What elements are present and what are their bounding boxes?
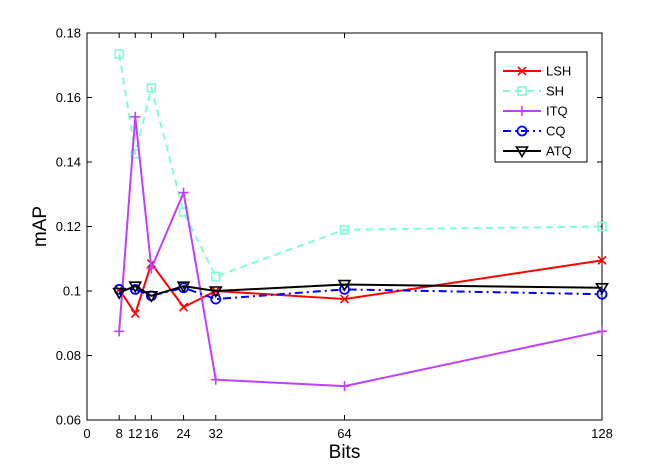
data-point (178, 302, 189, 312)
data-point (130, 111, 141, 122)
data-point (597, 326, 607, 337)
data-point (517, 106, 527, 116)
x-tick-label: 12 (128, 426, 142, 441)
y-axis: 0.06 0.08 0.1 0.12 0.14 0.16 0.18 (56, 26, 602, 428)
data-point (112, 287, 127, 300)
y-tick-label: 0.08 (56, 348, 81, 363)
x-axis: 0 8 12 16 24 32 64 128 (83, 33, 613, 441)
data-point (595, 282, 609, 295)
data-point (517, 86, 527, 96)
x-tick-label: 24 (176, 426, 190, 441)
y-axis-label: mAP (30, 206, 51, 247)
x-tick-label: 16 (144, 426, 158, 441)
y-tick-label: 0.14 (56, 155, 81, 170)
data-point (597, 221, 607, 232)
data-point (178, 187, 189, 198)
data-point (516, 125, 528, 137)
data-point (515, 146, 529, 159)
x-tick-label: 0 (83, 426, 90, 441)
data-point (210, 374, 221, 385)
data-point (146, 263, 157, 274)
legend-item: CQ (503, 124, 566, 139)
y-tick-label: 0.06 (56, 413, 81, 428)
x-tick-label: 64 (337, 426, 351, 441)
y-tick-label: 0.16 (56, 90, 81, 105)
series-itq (114, 111, 607, 392)
legend-item: SH (503, 84, 564, 99)
data-point (517, 66, 527, 76)
data-point (596, 288, 608, 300)
series-line (118, 53, 603, 278)
series-atq (112, 279, 609, 303)
legend-box (494, 51, 588, 163)
x-tick-label: 8 (116, 426, 123, 441)
data-point (128, 281, 143, 294)
legend-label: SH (546, 84, 564, 99)
legend-label: ATQ (546, 144, 572, 159)
data-point (176, 281, 191, 294)
data-point (597, 255, 607, 265)
legend-label: LSH (546, 64, 571, 79)
data-point (114, 326, 125, 337)
x-tick-label: 128 (591, 426, 613, 441)
legend-item: LSH (503, 64, 571, 79)
data-point (339, 224, 350, 235)
y-tick-label: 0.12 (56, 219, 81, 234)
data-point (210, 271, 221, 282)
data-point (146, 83, 157, 93)
data-point (144, 291, 159, 303)
legend: LSH SH ITQ CQ ATQ (494, 51, 588, 163)
series-layer (112, 49, 609, 392)
x-tick-label: 32 (209, 426, 223, 441)
legend-item: ITQ (503, 104, 568, 119)
legend-label: CQ (546, 124, 566, 139)
data-point (337, 279, 352, 292)
data-point (210, 293, 222, 305)
x-axis-label: Bits (329, 442, 361, 463)
data-point (208, 286, 223, 299)
data-point (339, 381, 350, 392)
y-tick-label: 0.1 (63, 284, 81, 299)
legend-label: ITQ (546, 104, 568, 119)
data-point (130, 309, 140, 319)
legend-item: ATQ (503, 144, 572, 159)
series-lsh (114, 255, 607, 319)
y-tick-label: 0.18 (56, 26, 81, 41)
series-line (118, 283, 603, 297)
data-point (339, 294, 350, 304)
data-point (114, 49, 124, 59)
